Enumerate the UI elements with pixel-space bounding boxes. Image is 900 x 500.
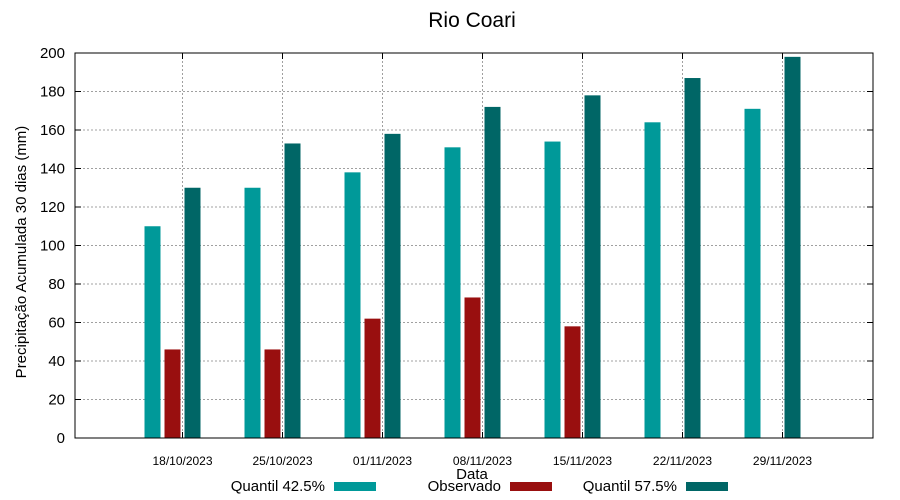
y-tick-label-200: 200 (40, 45, 65, 62)
bars (144, 56, 801, 439)
x-tick-label-25-10-2023: 25/10/2023 (252, 454, 312, 468)
bar-observado-01-11-2023 (364, 318, 381, 438)
y-tick-label-0: 0 (57, 430, 65, 447)
y-tick-label-100: 100 (40, 238, 65, 255)
legend-swatch-observado (510, 482, 552, 491)
x-tick-label-29-11-2023: 29/11/2023 (753, 454, 812, 468)
bar-quantil-42-5-15-11-2023 (544, 141, 561, 439)
chart-title: Rio Coari (428, 9, 516, 32)
bar-observado-25-10-2023 (264, 349, 281, 438)
bar-quantil-57-5-15-11-2023 (584, 95, 601, 438)
bar-quantil-57-5-01-11-2023 (384, 133, 401, 438)
grid-lines (75, 53, 873, 438)
legend-label-quantil-57-5: Quantil 57.5% (583, 478, 677, 495)
legend-swatch-quantil-57-5 (686, 482, 728, 491)
x-tick-label-15-11-2023: 15/11/2023 (553, 454, 612, 468)
y-tick-label-160: 160 (40, 122, 65, 139)
y-tick-label-20: 20 (48, 392, 65, 409)
bar-quantil-42-5-25-10-2023 (244, 187, 261, 438)
legend: Quantil 42.5% Observado Quantil 57.5% (231, 478, 728, 495)
bar-observado-18-10-2023 (164, 349, 181, 438)
x-tick-label-18-10-2023: 18/10/2023 (152, 454, 212, 468)
bar-quantil-57-5-29-11-2023 (784, 56, 801, 438)
bar-quantil-57-5-18-10-2023 (184, 187, 201, 438)
bar-observado-08-11-2023 (464, 297, 481, 438)
bar-quantil-57-5-08-11-2023 (484, 106, 501, 439)
legend-label-observado: Observado (428, 478, 501, 495)
bar-quantil-57-5-22-11-2023 (684, 78, 701, 439)
bar-quantil-57-5-25-10-2023 (284, 143, 301, 438)
y-tick-label-80: 80 (48, 276, 65, 293)
y-tick-label-180: 180 (40, 84, 65, 101)
y-axis-label: Precipitação Acumulada 30 dias (mm) (13, 126, 30, 379)
bar-quantil-42-5-22-11-2023 (644, 122, 661, 439)
bar-quantil-42-5-08-11-2023 (444, 147, 461, 438)
bar-quantil-42-5-29-11-2023 (744, 108, 761, 438)
x-axis-label: Data (456, 466, 488, 483)
axis-ticks: 0 20 40 60 80 100 120 140 160 180 200 18/10/2023 25/… (40, 45, 873, 468)
y-tick-label-120: 120 (40, 199, 65, 216)
x-tick-label-08-11-2023: 08/11/2023 (453, 454, 512, 468)
bar-quantil-42-5-01-11-2023 (344, 172, 361, 438)
legend-label-quantil-42-5: Quantil 42.5% (231, 478, 325, 495)
y-tick-label-40: 40 (48, 353, 65, 370)
legend-swatch-quantil-42-5 (334, 482, 376, 491)
x-tick-label-22-11-2023: 22/11/2023 (653, 454, 712, 468)
y-tick-label-140: 140 (40, 161, 65, 178)
y-tick-label-60: 60 (48, 315, 65, 332)
x-tick-label-01-11-2023: 01/11/2023 (353, 454, 412, 468)
bar-observado-15-11-2023 (564, 326, 581, 438)
bar-quantil-42-5-18-10-2023 (144, 226, 161, 438)
